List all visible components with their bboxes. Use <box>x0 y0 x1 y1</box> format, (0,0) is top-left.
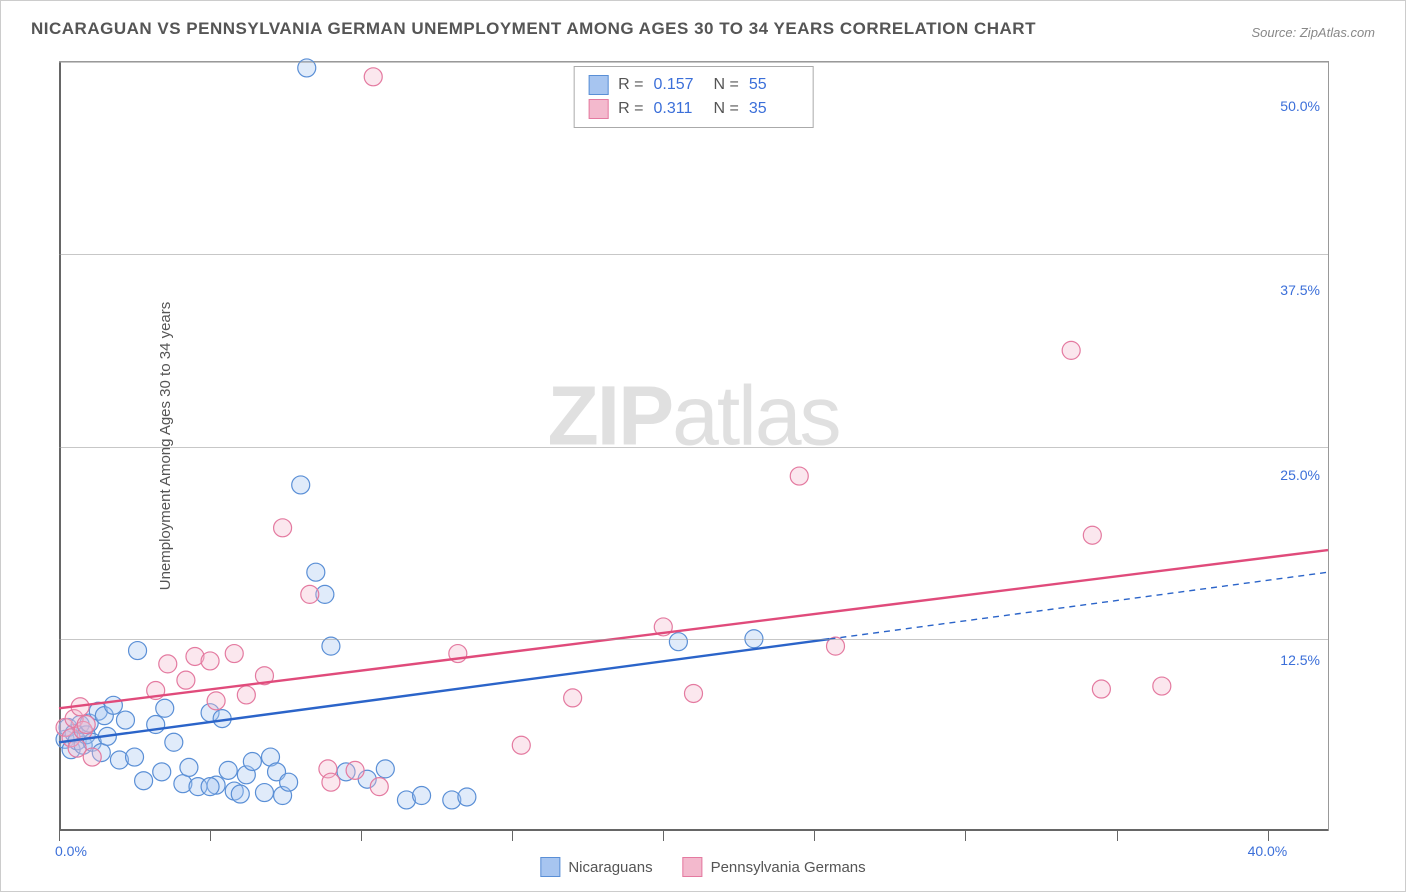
scatter-point <box>307 563 325 581</box>
scatter-point <box>156 699 174 717</box>
scatter-point <box>104 696 122 714</box>
scatter-point <box>129 642 147 660</box>
scatter-point <box>301 585 319 603</box>
scatter-point <box>180 758 198 776</box>
scatter-point <box>201 652 219 670</box>
source-attribution: Source: ZipAtlas.com <box>1251 25 1375 40</box>
regression-line <box>59 639 829 742</box>
scatter-point <box>790 467 808 485</box>
scatter-point <box>458 788 476 806</box>
scatter-point <box>413 787 431 805</box>
scatter-point <box>685 684 703 702</box>
scatter-point <box>126 748 144 766</box>
legend-value-n-0: 55 <box>749 76 799 94</box>
scatter-point <box>77 716 95 734</box>
scatter-point <box>512 736 530 754</box>
correlation-legend-row-1: R = 0.311 N = 35 <box>588 97 799 121</box>
scatter-point <box>1062 341 1080 359</box>
x-tick <box>1268 831 1269 841</box>
legend-value-n-1: 35 <box>749 100 799 118</box>
legend-swatch-pagermans <box>588 99 608 119</box>
y-tick-label: 25.0% <box>1280 467 1320 483</box>
y-tick-label: 12.5% <box>1280 652 1320 668</box>
x-tick <box>965 831 966 841</box>
scatter-point <box>177 671 195 689</box>
bottom-legend-item-0: Nicaraguans <box>540 857 652 877</box>
scatter-point <box>135 772 153 790</box>
x-tick <box>1117 831 1118 841</box>
scatter-point <box>376 760 394 778</box>
scatter-point <box>219 761 237 779</box>
scatter-point <box>1153 677 1171 695</box>
legend-label-n: N = <box>714 100 739 118</box>
chart-container: NICARAGUAN VS PENNSYLVANIA GERMAN UNEMPL… <box>0 0 1406 892</box>
x-tick <box>512 831 513 841</box>
bottom-legend-swatch-1 <box>683 857 703 877</box>
scatter-point <box>255 784 273 802</box>
x-tick <box>59 831 60 841</box>
bottom-legend: Nicaraguans Pennsylvania Germans <box>540 857 865 877</box>
legend-label-r: R = <box>618 100 643 118</box>
scatter-point <box>364 68 382 86</box>
scatter-point <box>292 476 310 494</box>
scatter-point <box>237 686 255 704</box>
gridline-h <box>59 62 1328 63</box>
legend-value-r-1: 0.311 <box>654 100 704 118</box>
y-tick-label: 50.0% <box>1280 98 1320 114</box>
scatter-point <box>243 752 261 770</box>
x-tick-label: 0.0% <box>55 843 87 859</box>
x-tick-label: 40.0% <box>1248 843 1288 859</box>
y-tick-label: 37.5% <box>1280 282 1320 298</box>
plot-area: ZIPatlas R = 0.157 N = 55 R = 0.311 N = … <box>59 61 1329 831</box>
scatter-point <box>201 778 219 796</box>
bottom-legend-label-1: Pennsylvania Germans <box>711 859 866 876</box>
scatter-point <box>669 633 687 651</box>
correlation-legend: R = 0.157 N = 55 R = 0.311 N = 35 <box>573 66 814 128</box>
scatter-point <box>116 711 134 729</box>
legend-value-r-0: 0.157 <box>654 76 704 94</box>
gridline-h <box>59 447 1328 448</box>
legend-label-n: N = <box>714 76 739 94</box>
chart-title: NICARAGUAN VS PENNSYLVANIA GERMAN UNEMPL… <box>31 19 1036 39</box>
bottom-legend-swatch-0 <box>540 857 560 877</box>
scatter-point <box>346 761 364 779</box>
correlation-legend-row-0: R = 0.157 N = 55 <box>588 73 799 97</box>
x-tick <box>361 831 362 841</box>
scatter-point <box>83 748 101 766</box>
scatter-point <box>231 785 249 803</box>
scatter-point <box>207 692 225 710</box>
scatter-point <box>322 773 340 791</box>
scatter-point <box>564 689 582 707</box>
scatter-point <box>370 778 388 796</box>
legend-swatch-nicaraguans <box>588 75 608 95</box>
scatter-point <box>225 645 243 663</box>
bottom-legend-label-0: Nicaraguans <box>568 859 652 876</box>
x-tick <box>210 831 211 841</box>
legend-label-r: R = <box>618 76 643 94</box>
scatter-point <box>280 773 298 791</box>
gridline-h <box>59 639 1328 640</box>
scatter-point <box>153 763 171 781</box>
gridline-h <box>59 254 1328 255</box>
scatter-point <box>274 519 292 537</box>
scatter-point <box>322 637 340 655</box>
scatter-point <box>165 733 183 751</box>
x-tick <box>663 831 664 841</box>
scatter-point <box>1083 526 1101 544</box>
bottom-legend-item-1: Pennsylvania Germans <box>683 857 866 877</box>
x-tick <box>814 831 815 841</box>
scatter-point <box>159 655 177 673</box>
scatter-point <box>1092 680 1110 698</box>
